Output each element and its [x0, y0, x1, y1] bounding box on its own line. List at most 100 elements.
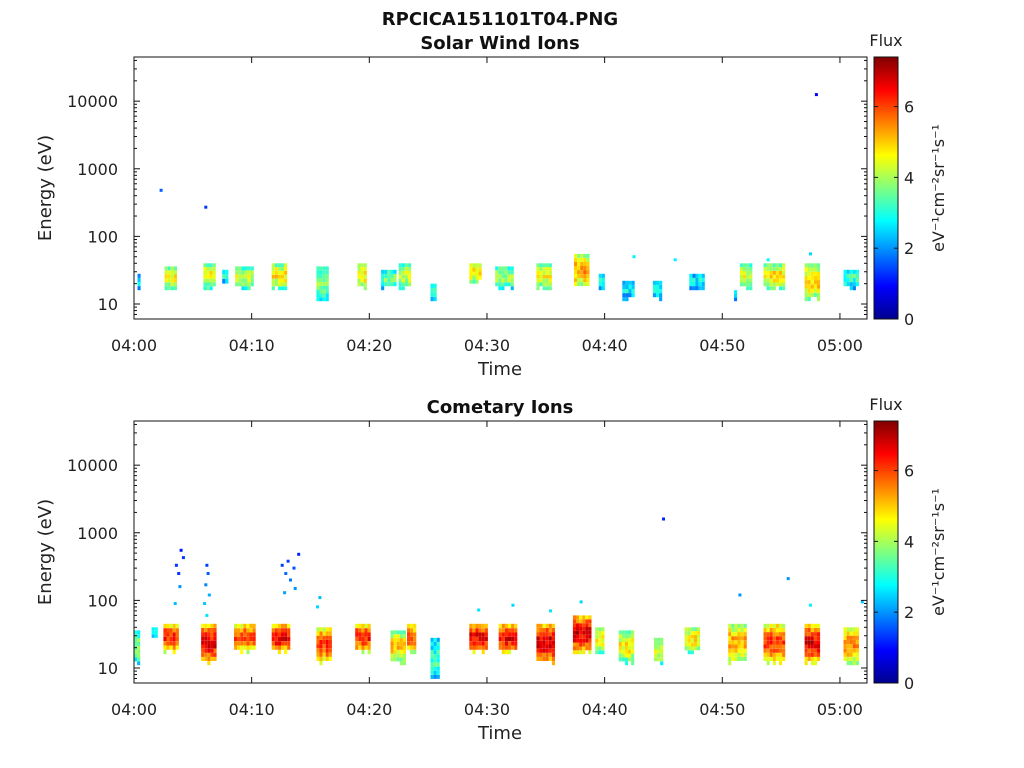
heatmap-cell [693, 638, 697, 643]
heatmap-cell [539, 623, 543, 628]
heatmap-cell [319, 289, 323, 294]
heatmap-cell [852, 627, 856, 632]
x-tick-label: 04:50 [699, 700, 745, 719]
heatmap-cell [393, 642, 397, 646]
heatmap-cell [436, 674, 440, 679]
heatmap-cell [284, 271, 288, 275]
heatmap-cell [404, 263, 408, 268]
heatmap-point [316, 605, 319, 609]
heatmap-cell [545, 274, 549, 279]
heatmap-cell [775, 648, 779, 653]
heatmap-cell [775, 640, 779, 645]
heatmap-cell [855, 278, 859, 283]
heatmap-cell [475, 632, 479, 637]
heatmap-cell [408, 278, 412, 283]
heatmap-cell [355, 645, 359, 650]
heatmap-cell [536, 271, 540, 275]
heatmap-cell [810, 648, 814, 653]
heatmap-cell [234, 641, 238, 646]
heatmap-cell [574, 274, 578, 279]
heatmap-cell [734, 632, 738, 637]
heatmap-cell [813, 292, 817, 297]
heatmap-cell [539, 282, 543, 287]
heatmap-cell [249, 623, 253, 629]
heatmap-cell [430, 650, 434, 655]
heatmap-cell [631, 638, 635, 642]
heatmap-cell [772, 652, 776, 657]
heatmap-cell [402, 642, 406, 646]
heatmap-cell [201, 648, 205, 653]
heatmap-cell [618, 645, 622, 650]
heatmap-cell [689, 273, 693, 278]
heatmap-cell [170, 286, 174, 291]
heatmap-cell [410, 623, 414, 629]
heatmap-cell [539, 656, 543, 661]
heatmap-cell [137, 657, 141, 662]
heatmap-cell [813, 263, 817, 268]
heatmap-cell [364, 628, 368, 633]
heatmap-cell [782, 263, 786, 268]
heatmap-cell [316, 293, 320, 298]
heatmap-cell [172, 649, 176, 655]
heatmap-cell [579, 646, 583, 651]
heatmap-cell [763, 640, 767, 645]
heatmap-cell [740, 632, 744, 637]
heatmap-cell [247, 270, 251, 275]
heatmap-cell [316, 648, 320, 653]
heatmap-cell [810, 284, 814, 289]
heatmap-cell [319, 278, 323, 282]
heatmap-cell [508, 641, 512, 646]
heatmap-cell [287, 628, 291, 633]
heatmap-cell [237, 628, 241, 633]
heatmap-cell [484, 628, 488, 633]
heatmap-cell [472, 649, 476, 655]
heatmap-cell [203, 278, 207, 283]
heatmap-cell [498, 266, 502, 271]
heatmap-cell [779, 267, 783, 271]
heatmap-cell [436, 662, 440, 667]
heatmap-cell [631, 649, 635, 654]
heatmap-cell [287, 641, 291, 646]
heatmap-cell [779, 628, 783, 633]
heatmap-cell [807, 271, 811, 276]
heatmap-cell [572, 650, 576, 655]
heatmap-cell [498, 628, 502, 633]
heatmap-cell [731, 632, 735, 637]
heatmap-cell [514, 632, 518, 637]
heatmap-cell [763, 644, 767, 649]
heatmap-cell [574, 253, 578, 258]
heatmap-cell [498, 641, 502, 646]
heatmap-cell [693, 627, 697, 632]
heatmap-cell [728, 652, 732, 657]
heatmap-cell [210, 640, 214, 645]
colorbar-tick-label: 4 [904, 168, 914, 187]
heatmap-cell [498, 282, 502, 287]
heatmap-cell [498, 632, 502, 637]
heatmap-cell [207, 656, 211, 661]
heatmap-cell [401, 267, 405, 271]
heatmap-cell [574, 270, 578, 275]
heatmap-cell [430, 646, 434, 651]
heatmap-cell [579, 642, 583, 647]
heatmap-cell [548, 623, 552, 628]
heatmap-cell [206, 263, 210, 268]
heatmap-cell [628, 630, 632, 635]
heatmap-cell [740, 640, 744, 645]
heatmap-cell [728, 656, 732, 661]
heatmap-cell [430, 288, 434, 293]
heatmap-cell [163, 632, 167, 637]
heatmap-cell [855, 648, 859, 653]
heatmap-cell [134, 638, 138, 642]
heatmap-cell [576, 627, 580, 631]
heatmap-cell [319, 661, 323, 666]
heatmap-cell [137, 638, 141, 642]
heatmap-cell [360, 271, 364, 275]
heatmap-cell [734, 290, 738, 294]
heatmap-cell [319, 652, 323, 657]
heatmap-cell [739, 278, 743, 283]
heatmap-cell [240, 649, 244, 655]
heatmap-cell [545, 623, 549, 628]
heatmap-cell [154, 630, 158, 635]
heatmap-cell [170, 278, 174, 283]
heatmap-cell [697, 627, 701, 632]
